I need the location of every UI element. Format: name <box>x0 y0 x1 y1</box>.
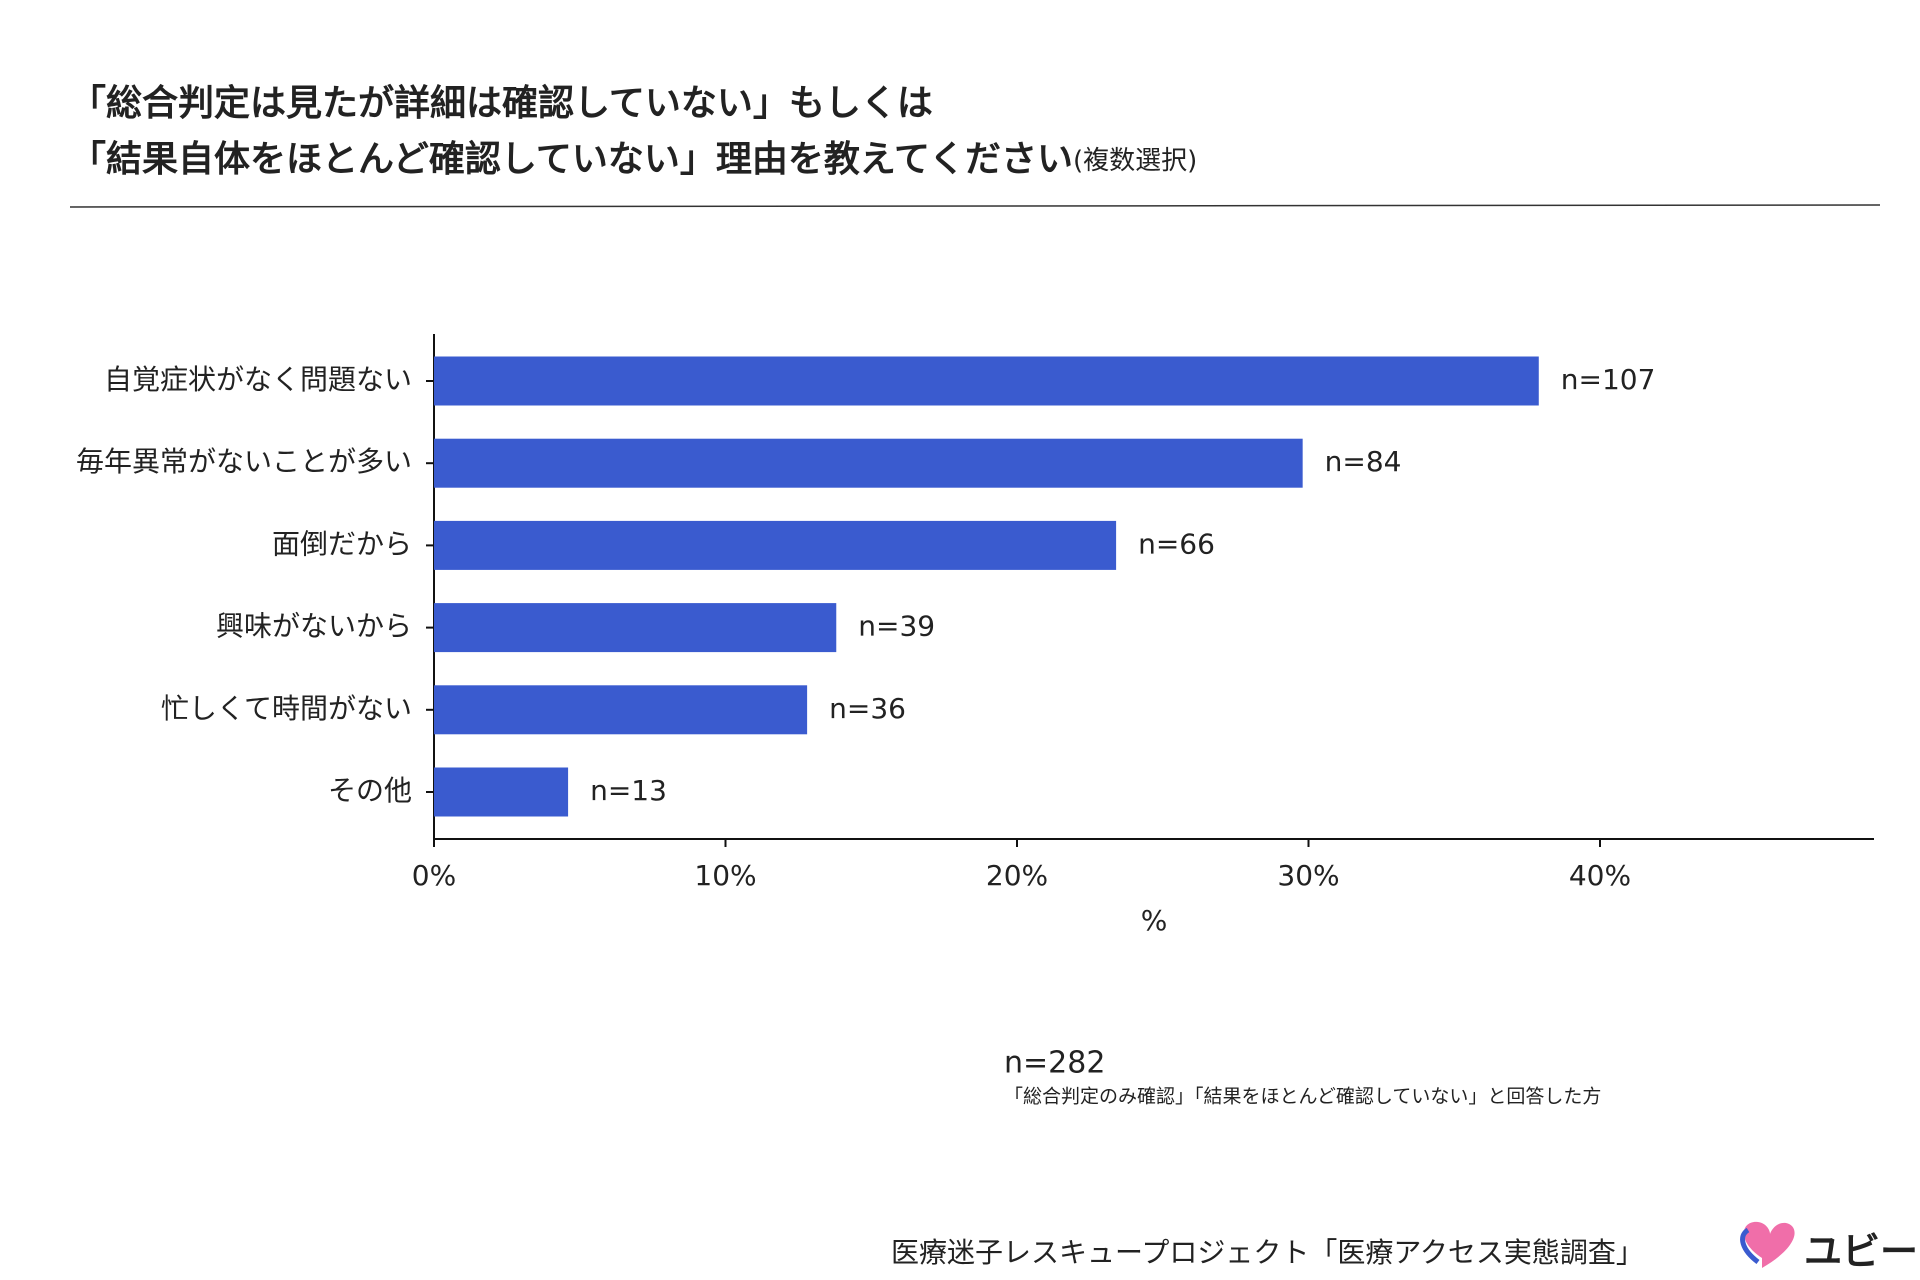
y-tick-label: その他 <box>328 774 412 807</box>
logo-heart <box>1743 1221 1795 1268</box>
y-tick-label: 面倒だから <box>272 527 412 560</box>
logo: ユビー <box>1740 1221 1918 1274</box>
x-tick-label: 0% <box>412 859 456 892</box>
title-suffix: (複数選択) <box>1073 146 1197 176</box>
bar <box>434 520 1117 570</box>
y-tick-label: 忙しくて時間がない <box>161 692 412 725</box>
chart-title: 「総合判定は見たが詳細は確認していない」もしくは <box>70 83 933 124</box>
x-tick-label: 20% <box>986 859 1048 892</box>
bar <box>434 767 569 817</box>
logo-accent <box>1740 1227 1760 1264</box>
data-label: n=107 <box>1561 363 1656 396</box>
bar <box>434 685 808 735</box>
data-label: n=36 <box>829 692 906 725</box>
y-tick-label: 興味がないから <box>216 610 412 643</box>
bar <box>434 438 1303 488</box>
logo-text: ユビー <box>1804 1230 1918 1274</box>
x-tick-label: 30% <box>1277 859 1339 892</box>
x-tick-label: 40% <box>1569 859 1631 892</box>
bar <box>434 356 1539 406</box>
x-tick-label: 10% <box>694 859 756 892</box>
sample-size: n=282 <box>1004 1046 1105 1081</box>
source: 医療迷子レスキュープロジェクト「医療アクセス実態調査」 <box>891 1236 1644 1269</box>
sample-note: 「総合判定のみ確認」「結果をほとんど確認していない」と回答した方 <box>1004 1086 1601 1108</box>
y-tick-label: 自覚症状がなく問題ない <box>104 363 412 396</box>
y-tick-label: 毎年異常がないことが多い <box>76 445 412 478</box>
title-line: 「結果自体をほとんど確認していない」理由を教えてください <box>70 139 1073 180</box>
bar <box>434 603 837 653</box>
data-label: n=39 <box>858 610 935 643</box>
chart-title: 「結果自体をほとんど確認していない」理由を教えてください(複数選択) <box>70 139 1197 180</box>
data-label: n=13 <box>590 774 667 807</box>
data-label: n=84 <box>1325 445 1402 478</box>
data-label: n=66 <box>1138 527 1215 560</box>
title-rule <box>69 204 1881 208</box>
x-axis-label: % <box>1141 904 1168 937</box>
